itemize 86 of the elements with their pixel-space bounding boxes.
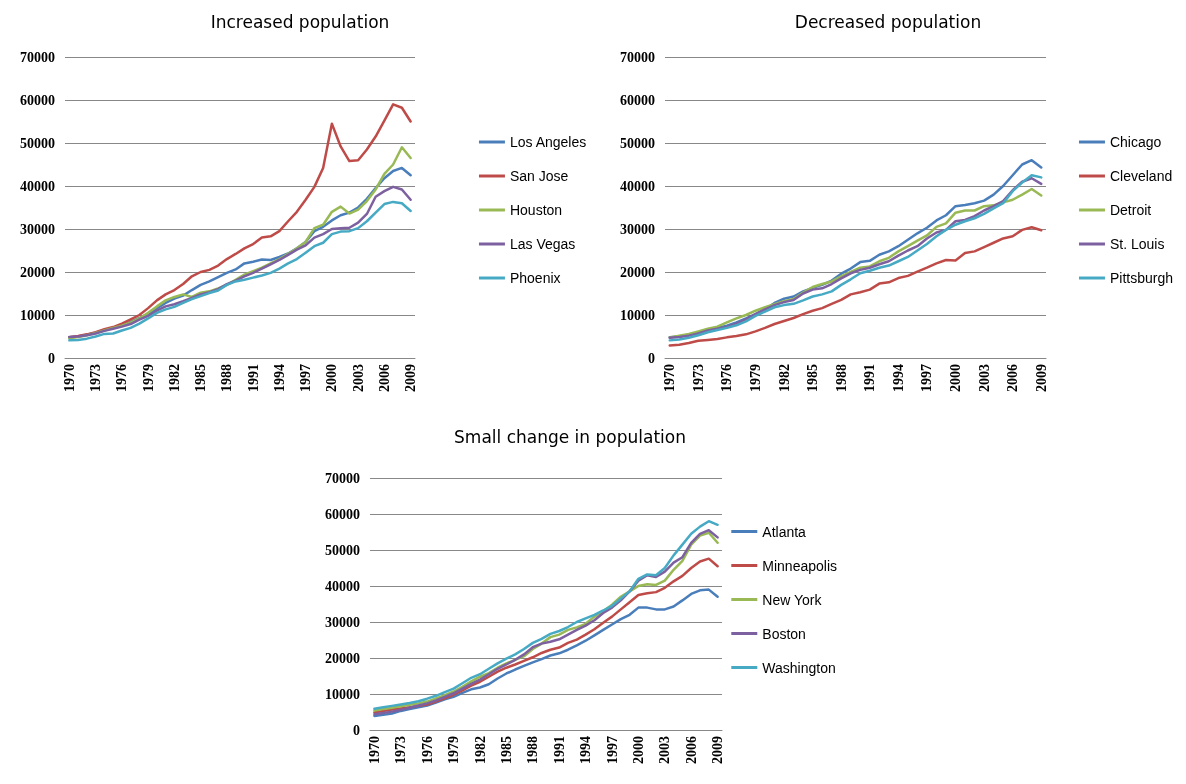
- x-tick-label: 2003: [976, 364, 992, 392]
- x-tick-label: 2003: [350, 364, 366, 392]
- y-tick-label: 70000: [20, 49, 55, 65]
- x-tick-label: 1997: [919, 364, 935, 392]
- y-tick-label: 60000: [325, 506, 360, 522]
- x-tick-label: 1979: [446, 736, 462, 764]
- x-tick-label: 2000: [324, 364, 340, 392]
- x-tick-label: 2003: [657, 736, 673, 764]
- x-tick-label: 1994: [271, 364, 287, 392]
- x-tick-label: 1979: [140, 364, 156, 392]
- chart-title: Decreased population: [794, 11, 982, 32]
- y-tick-label: 30000: [620, 221, 655, 237]
- legend-label: Washington: [762, 659, 836, 676]
- legend-label: Pittsburgh: [1109, 270, 1174, 286]
- x-tick-label: 2009: [710, 736, 726, 764]
- line-series: [668, 226, 1043, 347]
- y-tick-label: 20000: [20, 264, 55, 280]
- x-tick-label: 1976: [719, 364, 735, 392]
- x-tick-label: 1970: [366, 736, 382, 764]
- x-tick-label: 1991: [862, 364, 878, 392]
- x-tick-label: 2009: [1033, 364, 1049, 392]
- x-tick-label: 1994: [890, 364, 906, 392]
- y-tick-label: 60000: [20, 92, 55, 108]
- y-tick-label: 70000: [325, 470, 360, 486]
- y-tick-label: 0: [48, 350, 55, 366]
- legend-label: Boston: [762, 625, 806, 642]
- x-tick-label: 2000: [948, 364, 964, 392]
- y-tick-label: 30000: [325, 614, 360, 630]
- x-tick-label: 1982: [776, 364, 792, 392]
- x-tick-label: 1976: [419, 736, 435, 764]
- x-tick-label: 1997: [604, 736, 620, 764]
- y-tick-label: 20000: [620, 264, 655, 280]
- x-tick-label: 1988: [833, 364, 849, 392]
- x-tick-label: 1985: [193, 364, 209, 392]
- chart-title: Small change in population: [454, 426, 686, 447]
- x-tick-label: 2006: [1005, 364, 1021, 392]
- x-tick-label: 1976: [114, 364, 130, 392]
- legend-label: Detroit: [1109, 202, 1152, 218]
- x-tick-label: 1991: [245, 364, 261, 392]
- legend-label: San Jose: [509, 168, 569, 184]
- y-tick-label: 20000: [325, 650, 360, 666]
- y-tick-label: 30000: [20, 221, 55, 237]
- x-tick-label: 1988: [525, 736, 541, 764]
- y-tick-label: 50000: [325, 542, 360, 558]
- y-tick-label: 50000: [20, 135, 55, 151]
- x-tick-label: 1988: [219, 364, 235, 392]
- legend-label: Phoenix: [509, 270, 561, 286]
- x-tick-label: 1979: [747, 364, 763, 392]
- x-tick-label: 1973: [690, 364, 706, 392]
- legend-label: New York: [762, 591, 823, 608]
- legend-label: Las Vegas: [509, 236, 576, 252]
- legend-label: Atlanta: [762, 523, 807, 540]
- y-tick-label: 50000: [620, 135, 655, 151]
- x-tick-label: 1970: [61, 364, 77, 392]
- y-tick-label: 0: [648, 350, 655, 366]
- x-tick-label: 1973: [393, 736, 409, 764]
- y-tick-label: 0: [353, 722, 360, 738]
- x-tick-label: 1973: [88, 364, 104, 392]
- x-tick-label: 2006: [683, 736, 699, 764]
- y-tick-label: 10000: [620, 307, 655, 323]
- x-tick-label: 1982: [166, 364, 182, 392]
- y-tick-label: 10000: [325, 686, 360, 702]
- y-tick-label: 40000: [20, 178, 55, 194]
- y-tick-label: 10000: [20, 307, 55, 323]
- legend-label: St. Louis: [1109, 236, 1165, 252]
- legend-label: Minneapolis: [762, 557, 838, 574]
- x-tick-label: 2009: [403, 364, 419, 392]
- x-tick-label: 1970: [662, 364, 678, 392]
- legend-label: Cleveland: [1109, 168, 1173, 184]
- line-series: [373, 588, 719, 718]
- x-tick-label: 1982: [472, 736, 488, 764]
- x-tick-label: 1991: [551, 736, 567, 764]
- legend-label: Los Angeles: [509, 134, 587, 150]
- x-tick-label: 1985: [498, 736, 514, 764]
- chart-title: Increased population: [210, 11, 390, 32]
- y-tick-label: 70000: [620, 49, 655, 65]
- x-tick-label: 2006: [376, 364, 392, 392]
- legend-label: Houston: [509, 202, 563, 218]
- x-tick-label: 2000: [630, 736, 646, 764]
- y-tick-label: 40000: [620, 178, 655, 194]
- y-tick-label: 40000: [325, 578, 360, 594]
- x-tick-label: 1997: [298, 364, 314, 392]
- x-tick-label: 1985: [805, 364, 821, 392]
- x-tick-label: 1994: [578, 736, 594, 764]
- legend-label: Chicago: [1109, 134, 1162, 150]
- y-tick-label: 60000: [620, 92, 655, 108]
